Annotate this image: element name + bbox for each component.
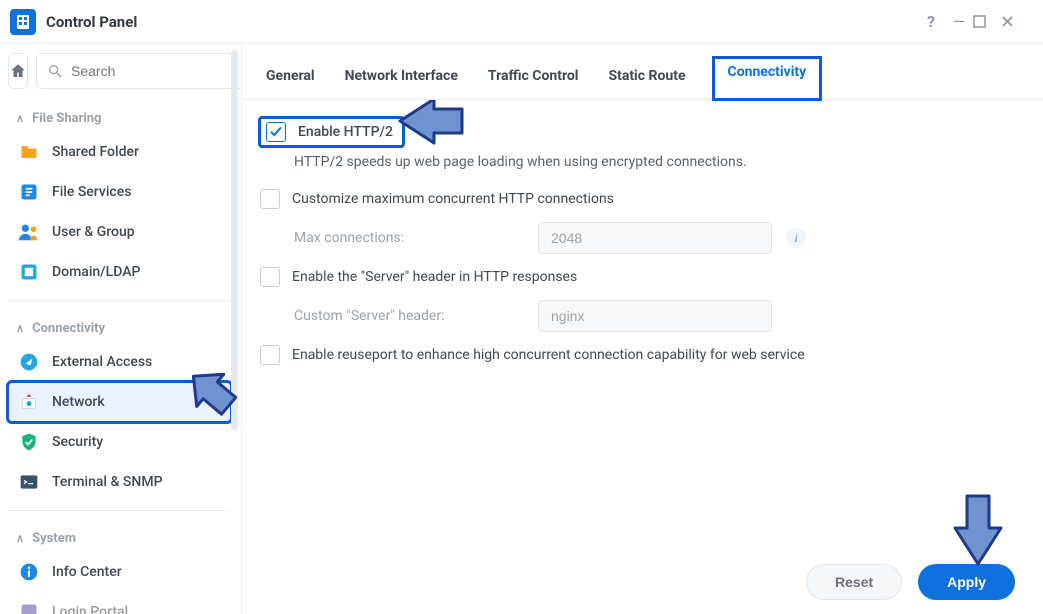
server-header-checkbox[interactable] [260, 267, 280, 287]
sidebar-item-info-center[interactable]: Info Center [8, 552, 231, 592]
terminal-icon [19, 472, 39, 492]
sidebar-item-label: File Services [52, 184, 131, 200]
section-label: System [32, 531, 76, 546]
customize-max-checkbox[interactable] [260, 189, 280, 209]
reset-button[interactable]: Reset [806, 564, 902, 600]
login-portal-icon [19, 602, 39, 614]
close-icon[interactable] [1001, 15, 1029, 28]
external-access-icon [19, 352, 39, 372]
shield-icon [19, 432, 39, 452]
sidebar-item-label: Login Portal [52, 604, 128, 614]
sidebar-item-shared-folder[interactable]: Shared Folder [8, 132, 231, 172]
sidebar-item-file-services[interactable]: File Services [8, 172, 231, 212]
divider [8, 300, 231, 301]
sidebar-item-network[interactable]: Network [8, 382, 231, 422]
app-icon [10, 9, 36, 35]
chevron-up-icon: ∧ [16, 322, 24, 335]
domain-ldap-icon [19, 262, 39, 282]
section-label: File Sharing [32, 111, 101, 126]
search-box[interactable] [36, 53, 242, 89]
tab-connectivity[interactable]: Connectivity [714, 58, 821, 99]
tab-bar: General Network Interface Traffic Contro… [242, 44, 1043, 100]
chevron-up-icon: ∧ [16, 112, 24, 125]
footer-buttons: Reset Apply [806, 564, 1015, 600]
section-file-sharing[interactable]: ∧ File Sharing [8, 99, 231, 132]
search-input[interactable] [71, 63, 242, 79]
chevron-up-icon: ∧ [16, 532, 24, 545]
help-icon[interactable]: ? [917, 12, 945, 31]
tab-traffic-control[interactable]: Traffic Control [486, 62, 581, 99]
sidebar-item-terminal-snmp[interactable]: Terminal & SNMP [8, 462, 231, 502]
sidebar: ∧ File Sharing Shared Folder File Servic… [0, 44, 242, 614]
content-area: Enable HTTP/2 HTTP/2 speeds up web page … [242, 100, 1043, 614]
max-connections-input [538, 222, 772, 254]
sidebar-scrollbar[interactable] [231, 50, 238, 430]
sidebar-item-label: Security [52, 434, 103, 450]
section-label: Connectivity [32, 321, 105, 336]
search-icon [47, 63, 63, 79]
info-icon[interactable]: i [786, 228, 806, 248]
max-connections-label: Max connections: [294, 230, 524, 246]
apply-button[interactable]: Apply [918, 564, 1015, 600]
file-services-icon [19, 182, 39, 202]
enable-http2-row: Enable HTTP/2 [260, 118, 403, 146]
sidebar-item-user-group[interactable]: User & Group [8, 212, 231, 252]
http2-description: HTTP/2 speeds up web page loading when u… [260, 146, 1017, 182]
sidebar-item-label: Info Center [52, 564, 122, 580]
main-panel: General Network Interface Traffic Contro… [242, 44, 1043, 614]
home-icon [9, 62, 27, 80]
section-system[interactable]: ∧ System [8, 519, 231, 552]
sidebar-item-security[interactable]: Security [8, 422, 231, 462]
sidebar-item-label: Terminal & SNMP [52, 474, 163, 490]
maximize-icon[interactable] [973, 15, 1001, 28]
sidebar-item-label: User & Group [52, 224, 135, 240]
minimize-icon[interactable]: — [945, 12, 973, 31]
tab-static-route[interactable]: Static Route [606, 62, 687, 99]
tab-network-interface[interactable]: Network Interface [343, 62, 460, 99]
sidebar-item-label: Domain/LDAP [52, 264, 140, 280]
enable-http2-label: Enable HTTP/2 [298, 124, 393, 140]
info-icon [19, 562, 39, 582]
section-connectivity[interactable]: ∧ Connectivity [8, 309, 231, 342]
reuseport-checkbox[interactable] [260, 345, 280, 365]
home-button[interactable] [8, 53, 28, 89]
sidebar-item-label: Network [52, 394, 105, 410]
enable-http2-checkbox[interactable] [266, 122, 286, 142]
sidebar-item-login-portal[interactable]: Login Portal [8, 592, 231, 614]
reuseport-label: Enable reuseport to enhance high concurr… [292, 347, 805, 363]
custom-server-header-label: Custom "Server" header: [294, 308, 524, 324]
folder-icon [19, 142, 39, 162]
sidebar-item-label: Shared Folder [52, 144, 139, 160]
divider [8, 510, 231, 511]
window-title: Control Panel [46, 13, 137, 31]
server-header-label: Enable the "Server" header in HTTP respo… [292, 269, 577, 285]
network-icon [19, 392, 39, 412]
sidebar-item-label: External Access [52, 354, 152, 370]
sidebar-item-external-access[interactable]: External Access [8, 342, 231, 382]
custom-server-header-input [538, 300, 772, 332]
tab-general[interactable]: General [264, 62, 317, 99]
titlebar: Control Panel ? — [0, 0, 1043, 44]
sidebar-item-domain-ldap[interactable]: Domain/LDAP [8, 252, 231, 292]
customize-max-label: Customize maximum concurrent HTTP connec… [292, 191, 614, 207]
user-group-icon [18, 222, 40, 242]
